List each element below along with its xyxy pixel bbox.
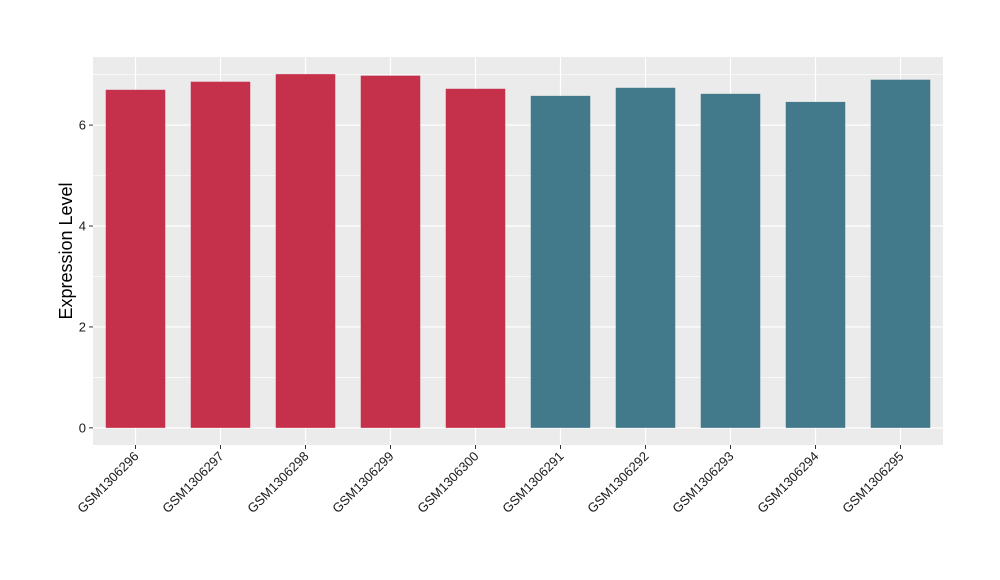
y-tick-label: 2 — [79, 319, 86, 334]
x-tick-label: GSM1306299 — [329, 449, 396, 516]
x-tick-label: GSM1306291 — [499, 449, 566, 516]
x-tick-label: GSM1306294 — [754, 449, 821, 516]
bar-GSM1306296 — [105, 89, 166, 428]
x-tick-label: GSM1306298 — [244, 449, 311, 516]
bar-GSM1306298 — [275, 74, 336, 428]
bar-GSM1306299 — [360, 75, 421, 428]
y-tick-label: 0 — [79, 420, 86, 435]
bar-GSM1306300 — [445, 88, 506, 428]
x-tick-label: GSM1306300 — [414, 449, 481, 516]
x-tick-label: GSM1306292 — [584, 449, 651, 516]
bar-GSM1306294 — [785, 101, 846, 428]
x-tick-label: GSM1306297 — [159, 449, 226, 516]
x-tick-label: GSM1306296 — [74, 449, 141, 516]
y-tick-label: 4 — [79, 219, 86, 234]
bar-GSM1306293 — [700, 93, 761, 428]
bar-GSM1306295 — [870, 79, 931, 428]
bars — [105, 74, 931, 428]
bar-GSM1306297 — [190, 81, 251, 428]
x-tick-label: GSM1306293 — [669, 449, 736, 516]
bar-GSM1306291 — [530, 95, 591, 428]
y-tick-label: 6 — [79, 118, 86, 133]
x-tick-label: GSM1306295 — [839, 449, 906, 516]
bar-GSM1306292 — [615, 87, 676, 428]
y-axis-title: Expression Level — [56, 182, 76, 319]
